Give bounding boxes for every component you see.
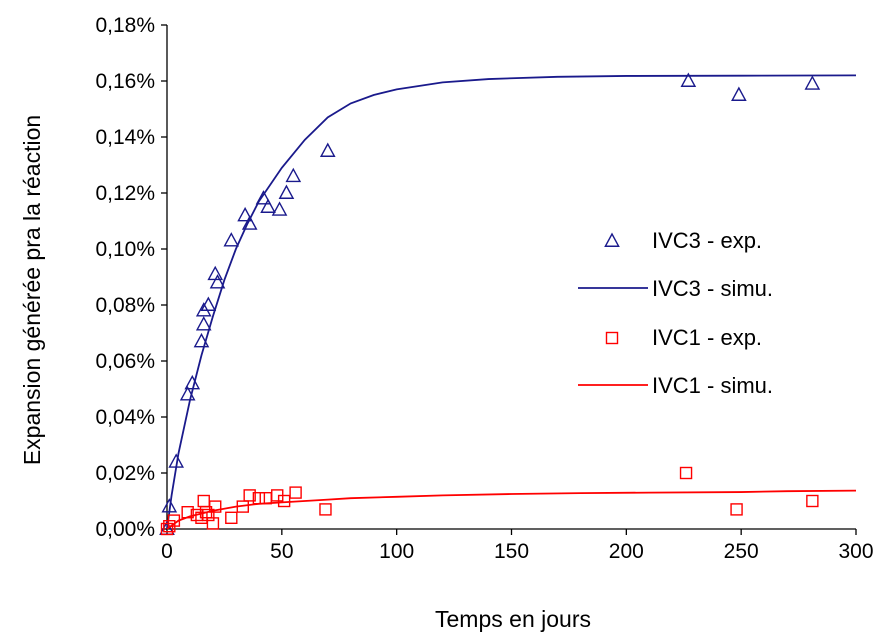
data-point [289, 486, 302, 499]
data-point [259, 492, 272, 505]
data-point [241, 215, 258, 230]
legend-swatch [604, 232, 620, 247]
series-layer [159, 72, 857, 536]
series-line [166, 489, 857, 530]
data-point [806, 494, 819, 508]
data-point [731, 86, 747, 101]
data-point [195, 316, 212, 331]
data-point [278, 184, 295, 199]
data-point [237, 206, 253, 222]
legend: IVC3 - exp. IVC3 - simu. IVC1 - exp. IVC1 -… [578, 228, 773, 398]
data-point [319, 503, 332, 516]
data-point [271, 201, 288, 216]
series-3 [160, 466, 819, 536]
x-tick-label: 200 [609, 540, 644, 563]
y-tick-label: 0,18% [95, 14, 155, 37]
x-tick-labels: 0 50 100 150 200 250 300 [161, 540, 873, 563]
data-point [202, 508, 215, 522]
y-tick-label: 0,00% [95, 518, 155, 541]
legend-label: IVC1 - simu. [652, 373, 773, 398]
legend-label: IVC3 - simu. [652, 276, 773, 301]
y-tick-label: 0,16% [95, 70, 155, 93]
x-tick-label: 100 [379, 540, 414, 563]
y-axis-label: Expansion générée pra la réaction [19, 115, 45, 465]
data-point [209, 274, 226, 289]
series-1 [159, 72, 821, 535]
x-tick-label: 0 [161, 540, 173, 563]
data-point [209, 500, 222, 513]
y-tick-label: 0,08% [95, 294, 155, 317]
data-point [223, 232, 240, 247]
x-axis-label: Temps en jours [435, 606, 591, 632]
data-point [730, 503, 743, 516]
series-4 [166, 489, 857, 530]
data-point [277, 494, 291, 508]
legend-label: IVC3 - exp. [652, 228, 762, 253]
x-tick-label: 250 [724, 540, 759, 563]
data-point [206, 517, 220, 530]
data-point [319, 142, 336, 157]
data-point [804, 75, 821, 90]
data-point [260, 198, 276, 213]
data-point [680, 72, 697, 87]
data-point [255, 190, 272, 205]
x-tick-label: 150 [494, 540, 529, 563]
y-tick-label: 0,02% [95, 462, 155, 485]
y-tick-label: 0,04% [95, 406, 155, 429]
data-point [200, 296, 217, 311]
data-point [197, 494, 210, 508]
y-tick-labels: 0,00% 0,02% 0,04% 0,06% 0,08% 0,10% 0,12% 0,14%… [95, 14, 155, 541]
data-point [160, 522, 174, 536]
y-tick-label: 0,06% [95, 350, 155, 373]
y-tick-label: 0,14% [95, 126, 155, 149]
series-line [166, 74, 857, 530]
y-tick-label: 0,12% [95, 182, 155, 205]
data-point [285, 167, 302, 183]
data-point [225, 511, 238, 524]
series-2 [166, 74, 857, 530]
data-point [207, 265, 224, 281]
legend-swatch [605, 331, 619, 345]
legend-label: IVC1 - exp. [652, 325, 762, 350]
x-tick-label: 50 [270, 540, 293, 563]
data-point [243, 489, 256, 502]
data-point [193, 332, 210, 348]
data-point [679, 466, 693, 480]
x-tick-label: 300 [838, 540, 873, 563]
y-tick-label: 0,10% [95, 238, 155, 261]
